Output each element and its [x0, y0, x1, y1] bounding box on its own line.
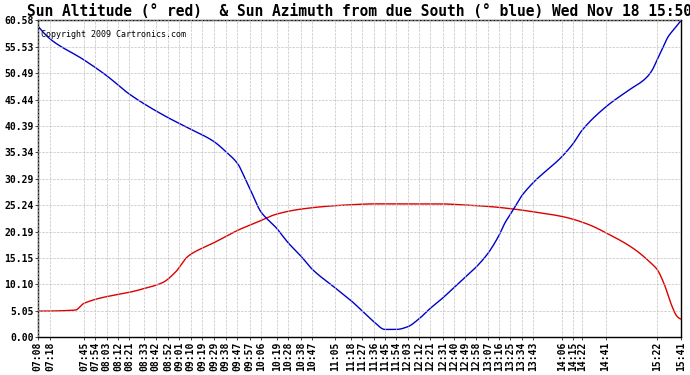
Title: Sun Altitude (° red)  & Sun Azimuth from due South (° blue) Wed Nov 18 15:50: Sun Altitude (° red) & Sun Azimuth from … — [27, 4, 690, 19]
Text: Copyright 2009 Cartronics.com: Copyright 2009 Cartronics.com — [41, 30, 186, 39]
